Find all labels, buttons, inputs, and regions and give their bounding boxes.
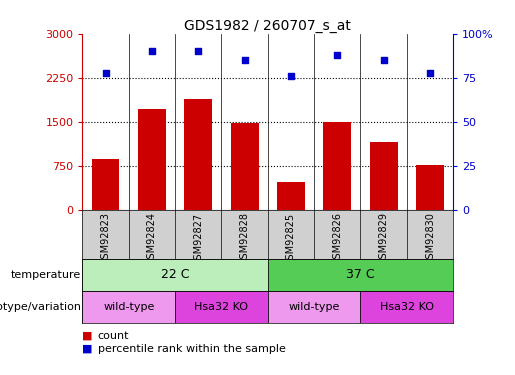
Point [287,73,295,79]
Text: GSM92829: GSM92829 [379,212,389,266]
Bar [268,259,453,291]
Text: temperature: temperature [11,270,81,280]
Title: GDS1982 / 260707_s_at: GDS1982 / 260707_s_at [184,19,351,33]
Text: GSM92830: GSM92830 [425,212,435,265]
Text: 22 C: 22 C [161,268,190,281]
Bar [175,291,268,322]
Text: ■: ■ [82,331,93,340]
Text: GSM92827: GSM92827 [193,212,203,266]
Text: GSM92828: GSM92828 [239,212,250,266]
Text: Hsa32 KO: Hsa32 KO [380,302,434,312]
Text: percentile rank within the sample: percentile rank within the sample [98,344,286,354]
Bar [370,142,398,210]
Text: GSM92823: GSM92823 [100,212,111,266]
Text: 37 C: 37 C [346,268,375,281]
Text: GSM92824: GSM92824 [147,212,157,266]
Bar [92,159,119,210]
Bar [231,123,259,210]
Point [241,57,249,63]
Point [333,52,341,58]
Point [194,48,202,54]
Point [426,69,434,75]
Point [380,57,388,63]
Bar [82,259,268,291]
Text: GSM92825: GSM92825 [286,212,296,266]
Point [148,48,156,54]
Bar [138,109,166,210]
Text: Hsa32 KO: Hsa32 KO [195,302,248,312]
Bar [184,99,212,210]
Text: wild-type: wild-type [103,302,154,312]
Bar [268,291,360,322]
Text: GSM92826: GSM92826 [332,212,342,266]
Bar [82,291,175,322]
Point [101,69,110,75]
Bar [277,182,305,210]
Text: wild-type: wild-type [288,302,340,312]
Text: count: count [98,331,129,340]
Text: ■: ■ [82,344,93,354]
Bar [323,123,351,210]
Text: genotype/variation: genotype/variation [0,302,81,312]
Bar [416,165,444,210]
Bar [360,291,453,322]
